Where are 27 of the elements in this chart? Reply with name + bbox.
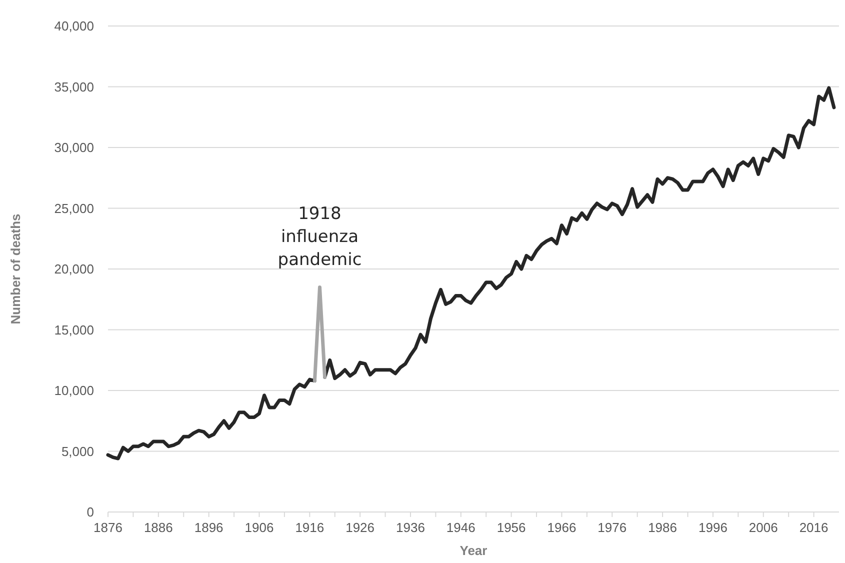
x-tick-label: 1926 bbox=[346, 520, 375, 535]
x-axis-title: Year bbox=[460, 543, 488, 558]
annotation: 1918 influenza pandemic bbox=[278, 204, 362, 270]
y-tick-label: 25,000 bbox=[54, 200, 94, 216]
y-tick-label: 30,000 bbox=[54, 140, 94, 156]
x-tick-label: 1876 bbox=[94, 520, 122, 535]
y-tick-label: 10,000 bbox=[54, 383, 94, 398]
x-tick-label: 2016 bbox=[799, 520, 828, 535]
y-tick-label: 15,000 bbox=[54, 322, 94, 338]
x-tick-label: 1896 bbox=[194, 520, 224, 535]
y-tick-label: 40,000 bbox=[54, 18, 94, 34]
y-tick-label: 20,000 bbox=[54, 262, 94, 277]
x-tick-label: 1916 bbox=[295, 520, 324, 535]
y-tick-label: 0 bbox=[86, 504, 94, 520]
y-axis-title: Number of deaths bbox=[8, 214, 23, 324]
x-tick-label: 1906 bbox=[244, 520, 274, 535]
x-tick-label: 1956 bbox=[496, 520, 526, 535]
y-tick-label: 35,000 bbox=[54, 79, 94, 94]
x-tick-label: 1976 bbox=[598, 520, 627, 535]
x-tick-label: 1886 bbox=[144, 520, 173, 535]
x-tick-label: 1936 bbox=[396, 520, 425, 535]
y-tick-label: 5,000 bbox=[61, 444, 94, 459]
x-tick-label: 1986 bbox=[648, 520, 678, 535]
x-tick-label: 1996 bbox=[698, 520, 728, 535]
x-tick-label: 1946 bbox=[446, 520, 476, 535]
x-tick-label: 1966 bbox=[547, 520, 576, 535]
x-tick-label: 2006 bbox=[748, 520, 778, 535]
